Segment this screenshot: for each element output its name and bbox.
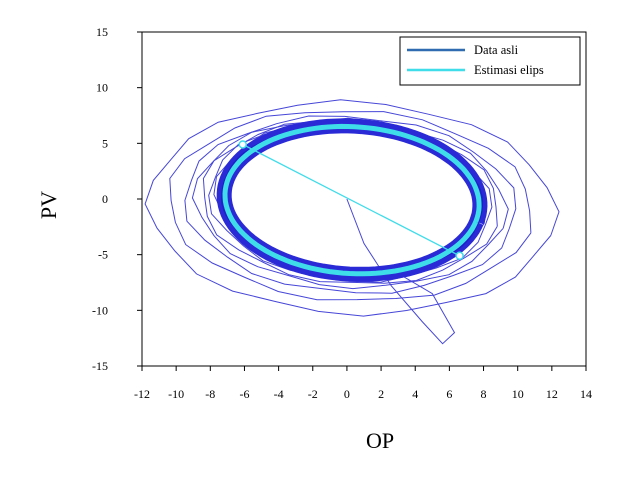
y-tick-label: -15 [92, 359, 108, 373]
data-asli-loop [191, 117, 509, 290]
y-axis-title: PV [36, 191, 61, 219]
plot-area [144, 99, 560, 345]
x-tick-label: 6 [446, 387, 452, 401]
x-tick-label: 4 [412, 387, 418, 401]
estimasi-elips-vertex [238, 140, 248, 149]
axis-ticks: -12 -10 -8 -6 -4 -2 0 2 4 6 8 10 12 14 15 10 5 0 -5 -10 -15 [92, 25, 592, 401]
estimasi-elips-major-axis [242, 143, 460, 257]
y-tick-label: 10 [96, 81, 108, 95]
x-tick-label: 12 [546, 387, 558, 401]
x-tick-label: -10 [168, 387, 184, 401]
y-tick-label: 0 [102, 192, 108, 206]
x-tick-label: 8 [481, 387, 487, 401]
estimasi-elips-curve [222, 123, 482, 277]
x-tick-label: -8 [205, 387, 215, 401]
y-tick-label: 5 [102, 136, 108, 150]
legend-box [399, 36, 581, 86]
estimasi-elips-vertex [455, 251, 464, 261]
x-tick-label: 14 [580, 387, 592, 401]
data-asli-loop [144, 99, 560, 317]
x-tick-label: 10 [512, 387, 524, 401]
y-tick-label: 15 [96, 25, 108, 39]
legend-label-data-asli: Data asli [474, 43, 519, 57]
data-asli-transient [346, 198, 456, 345]
y-tick-label: -10 [92, 303, 108, 317]
x-tick-label: -4 [274, 387, 284, 401]
legend-label-estimasi-elips: Estimasi elips [474, 63, 544, 77]
x-tick-label: -6 [239, 387, 249, 401]
x-tick-label: -2 [308, 387, 318, 401]
x-axis-title: OP [366, 428, 394, 453]
x-tick-label: 0 [344, 387, 350, 401]
legend: Data asli Estimasi elips [399, 36, 581, 86]
data-asli-loop [169, 111, 532, 301]
y-tick-label: -5 [98, 248, 108, 262]
x-tick-label: -12 [134, 387, 150, 401]
x-tick-label: 2 [378, 387, 384, 401]
data-asli-loop [184, 115, 517, 294]
